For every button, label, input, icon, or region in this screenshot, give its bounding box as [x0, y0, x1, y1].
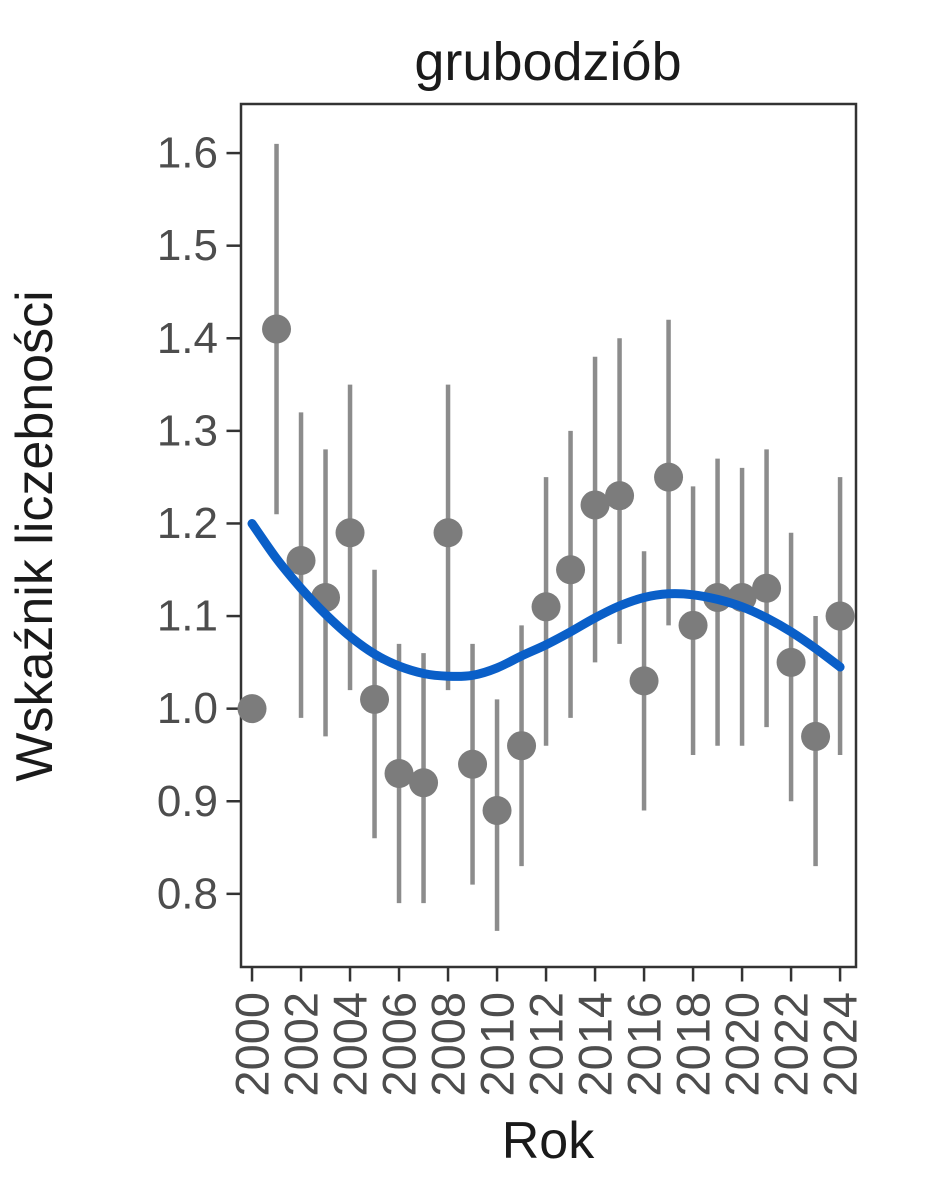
x-axis-tick-labels: 2000200220042006200820102012201420162018… — [226, 992, 867, 1097]
x-axis-ticks — [250, 967, 842, 982]
y-tick-label: 1.3 — [157, 406, 218, 455]
data-point — [654, 462, 684, 492]
data-point — [776, 647, 806, 677]
x-tick-label: 2022 — [765, 992, 818, 1097]
y-axis-ticks — [226, 151, 241, 896]
data-point — [237, 694, 267, 724]
y-axis-tick-labels: 0.8 0.9 1.0 1.1 1.2 1.3 1.4 1.5 1.6 — [157, 129, 218, 919]
x-tick-label: 2008 — [422, 992, 475, 1097]
x-tick-label: 2004 — [324, 992, 377, 1097]
x-tick-label: 2000 — [226, 992, 279, 1097]
data-point — [458, 749, 488, 779]
y-tick-label: 1.0 — [157, 684, 218, 733]
data-point — [605, 481, 635, 511]
data-point — [262, 314, 292, 344]
data-point — [335, 518, 365, 548]
y-axis-title: Wskaźnik liczebności — [6, 290, 64, 781]
x-tick-label: 2014 — [569, 992, 622, 1097]
data-point — [384, 758, 414, 788]
x-tick-label: 2024 — [814, 992, 867, 1097]
data-point — [433, 518, 463, 548]
x-tick-label: 2016 — [618, 992, 671, 1097]
x-tick-label: 2006 — [373, 992, 426, 1097]
data-point — [482, 796, 512, 826]
data-points — [237, 314, 855, 826]
y-tick-label: 1.6 — [157, 129, 218, 178]
x-tick-label: 2020 — [716, 992, 769, 1097]
data-point — [556, 555, 586, 585]
chart-title: grubodziób — [414, 32, 681, 92]
y-tick-label: 0.9 — [157, 777, 218, 826]
x-axis-title: Rok — [502, 1112, 595, 1170]
x-tick-label: 2010 — [471, 992, 524, 1097]
data-point — [825, 601, 855, 631]
data-point — [629, 666, 659, 696]
data-point — [409, 768, 439, 798]
data-point — [531, 592, 561, 622]
y-tick-label: 1.1 — [157, 592, 218, 641]
y-tick-label: 0.8 — [157, 869, 218, 918]
y-tick-label: 1.4 — [157, 314, 218, 363]
x-tick-label: 2012 — [520, 992, 573, 1097]
data-point — [360, 684, 390, 714]
plot-panel-border — [239, 102, 858, 969]
data-point — [580, 490, 610, 520]
data-point — [678, 610, 708, 640]
trend-line — [247, 519, 845, 681]
x-tick-label: 2018 — [667, 992, 720, 1097]
y-tick-label: 1.2 — [157, 499, 218, 548]
x-tick-label: 2002 — [275, 992, 328, 1097]
data-point — [507, 731, 537, 761]
y-tick-label: 1.5 — [157, 221, 218, 270]
data-point — [286, 546, 316, 576]
data-point — [752, 573, 782, 603]
data-point — [801, 721, 831, 751]
